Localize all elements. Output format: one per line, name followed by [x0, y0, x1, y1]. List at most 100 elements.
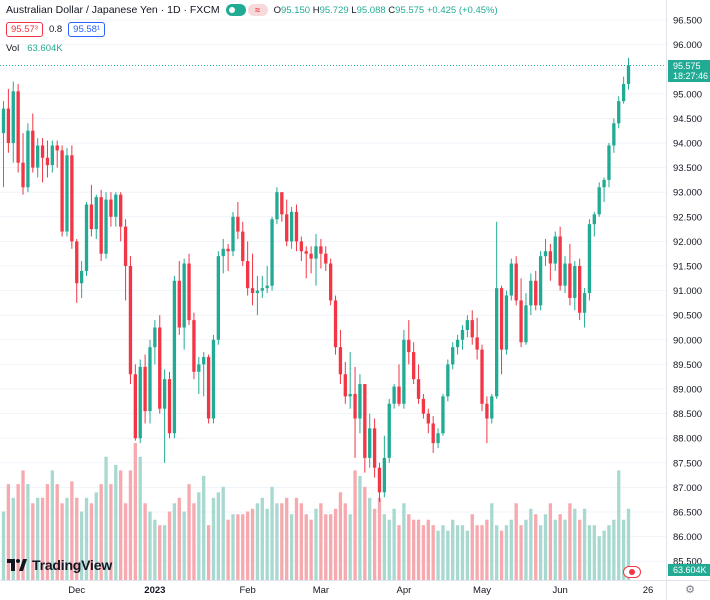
volume-bar — [538, 525, 543, 580]
x-tick-label: 26 — [643, 585, 654, 596]
volume-bar — [455, 525, 460, 580]
volume-bar — [148, 511, 152, 580]
volume-bar — [285, 497, 289, 580]
gear-icon[interactable]: ⚙ — [685, 584, 695, 596]
candle-body — [89, 204, 94, 230]
volume-bar — [387, 519, 391, 580]
candle-body — [397, 386, 401, 404]
candle-body — [568, 263, 572, 298]
candle-body — [382, 457, 387, 493]
volume-bar — [40, 497, 45, 580]
volume-bar — [368, 497, 372, 580]
candle-body — [529, 280, 533, 306]
volume-bar — [582, 508, 587, 580]
candle-body — [16, 91, 20, 163]
tradingview-logo[interactable]: TradingView — [6, 556, 112, 574]
candle-body — [475, 337, 479, 350]
volume-bar — [99, 484, 103, 580]
volume-bar — [79, 511, 84, 580]
volume-bar — [353, 470, 357, 580]
candle-body — [123, 226, 128, 266]
sell-button[interactable]: 95.57³ — [6, 22, 43, 37]
symbol-title[interactable]: Australian Dollar / Japanese Yen · 1D · … — [6, 4, 220, 16]
candle-body — [534, 280, 538, 306]
volume-bar — [245, 511, 250, 580]
market-open-icon — [225, 4, 246, 16]
x-tick-label: 2023 — [144, 585, 165, 596]
candle-body — [236, 216, 240, 232]
candle-body — [260, 288, 264, 291]
volume-bar — [597, 536, 601, 580]
volume-bar — [626, 508, 631, 580]
y-tick-label: 94.000 — [673, 139, 702, 150]
candle-body — [45, 157, 50, 166]
candle-body — [294, 211, 299, 242]
volume-bar — [509, 519, 513, 580]
candle-body — [158, 327, 162, 409]
volume-bar — [153, 519, 157, 580]
volume-bar — [411, 519, 416, 580]
volume-bar — [495, 525, 499, 580]
x-tick-label: Jun — [552, 585, 567, 596]
candle-body — [289, 211, 294, 242]
x-tick-label: Mar — [313, 585, 329, 596]
volume-bar — [519, 525, 523, 580]
volume-bar — [133, 443, 137, 580]
volume-bar — [465, 530, 470, 580]
buy-button[interactable]: 95.58¹ — [68, 22, 106, 37]
volume-bar — [231, 514, 235, 580]
volume-bar — [182, 511, 186, 580]
y-tick-label: 92.000 — [673, 237, 702, 248]
candle-body — [436, 433, 440, 444]
volume-bar — [324, 514, 328, 580]
candle-body — [109, 199, 113, 217]
volume-bar — [241, 514, 245, 580]
candle-body — [70, 155, 74, 242]
change-value: +0.425 (+0.45%) — [426, 4, 498, 16]
volume-bar — [602, 530, 606, 580]
volume-bar — [11, 497, 15, 580]
candle-body — [451, 347, 455, 365]
volume-bar — [592, 525, 596, 580]
volume-legend[interactable]: Vol 63.604K — [6, 43, 63, 54]
volume-bar — [265, 508, 269, 580]
grid-layer — [0, 19, 666, 562]
candle-body — [343, 374, 347, 397]
candle-body — [221, 248, 225, 257]
candle-body — [231, 216, 235, 252]
volume-bar — [143, 503, 147, 580]
candle-body — [490, 396, 494, 419]
volume-bar — [333, 508, 338, 580]
symbol-legend[interactable]: Australian Dollar / Japanese Yen · 1D · … — [6, 4, 498, 16]
go-to-realtime-button[interactable] — [623, 566, 641, 578]
candle-body — [538, 256, 543, 306]
candle-body — [597, 187, 601, 215]
volume-bar — [167, 511, 172, 580]
candle-body — [548, 251, 553, 264]
volume-bar — [16, 484, 20, 580]
volume-bar — [31, 503, 35, 580]
price-axis: 96.50096.00095.50095.00094.50094.00093.5… — [666, 0, 702, 600]
y-tick-label: 85.500 — [673, 557, 702, 568]
y-tick-label: 87.000 — [673, 483, 702, 494]
volume-label: Vol — [6, 43, 20, 54]
candle-body — [470, 320, 474, 338]
volume-bar — [612, 519, 616, 580]
y-tick-label: 96.500 — [673, 16, 702, 27]
volume-bar — [1, 511, 6, 580]
volume-bar — [294, 497, 299, 580]
volume-bar — [421, 525, 426, 580]
volume-bar — [109, 484, 113, 580]
volume-bar — [94, 492, 98, 580]
y-tick-label: 89.000 — [673, 385, 702, 396]
candle-body — [626, 65, 631, 84]
candle-body — [75, 241, 79, 284]
volume-bar — [348, 514, 352, 580]
volume-bar — [255, 503, 260, 580]
volume-bar — [426, 519, 430, 580]
candle-body — [612, 123, 616, 146]
volume-bar — [328, 514, 333, 580]
y-tick-label: 93.500 — [673, 163, 702, 174]
candle-body — [299, 241, 304, 252]
